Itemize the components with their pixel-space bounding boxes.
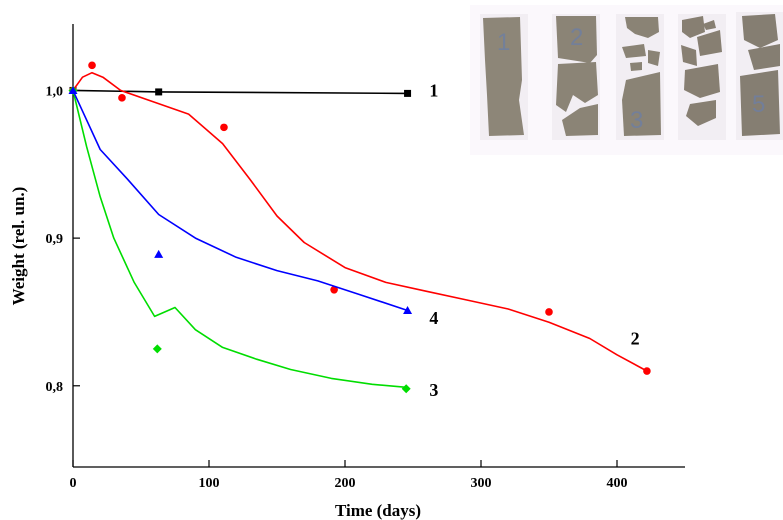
series-4-line (72, 90, 408, 312)
y-tick-label-0: 0,8 (46, 380, 64, 395)
series-2-point-3 (220, 123, 228, 132)
y-tick-label-1: 0,9 (46, 232, 64, 247)
series-2-point-2 (118, 94, 126, 102)
series-label-2: 2 (631, 329, 640, 349)
series-3-point-1 (152, 344, 162, 354)
series-label-4: 4 (429, 308, 438, 328)
x-tick-label-300: 300 (471, 476, 492, 491)
photo-strip-2-number: 2 (570, 24, 583, 51)
x-tick-label-0: 0 (70, 476, 77, 491)
photo-strip-5: 5 (736, 12, 783, 140)
photo-strip-3: 3 (616, 14, 664, 140)
series-4-point-1 (154, 249, 164, 258)
x-tick-label-200: 200 (335, 476, 356, 491)
x-tick-label-400: 400 (607, 476, 628, 491)
inset-photo: 1 2 3 (470, 5, 783, 155)
photo-strip-3-number: 3 (630, 107, 643, 134)
series-3 (68, 85, 411, 394)
series-3-point-2 (401, 384, 411, 394)
series-1-point-2 (404, 89, 412, 97)
x-axis-ticks: 0 100 200 300 400 (70, 460, 628, 491)
x-axis-title: Time (days) (335, 501, 421, 520)
photo-strip-1: 1 (480, 14, 528, 140)
series-4-point-2 (403, 305, 413, 314)
series-layer (68, 61, 651, 394)
photo-strip-2: 2 (552, 14, 600, 140)
series-2-point-1 (88, 61, 96, 70)
series-2-point-6 (643, 367, 651, 375)
y-axis-title: Weight (rel. un.) (9, 187, 28, 306)
photo-strip-1-number: 1 (497, 29, 510, 56)
photo-strip-4 (678, 14, 726, 140)
series-4-point-0 (68, 85, 78, 94)
x-tick-label-100: 100 (199, 476, 220, 491)
series-labels: 1 2 3 4 (429, 80, 639, 400)
y-axis-ticks: 0,8 0,9 1,0 (46, 84, 80, 395)
series-label-3: 3 (429, 380, 438, 400)
photo-strip-5-number: 5 (752, 91, 765, 118)
series-4 (68, 85, 413, 314)
series-2-point-4 (330, 286, 338, 294)
axes: 0 100 200 300 400 0,8 0,9 1,0 (46, 24, 685, 491)
y-tick-label-2: 1,0 (46, 84, 64, 99)
series-3-line (72, 90, 407, 389)
series-label-1: 1 (429, 80, 438, 100)
series-2-line (72, 71, 648, 372)
series-2-point-5 (545, 308, 553, 316)
series-1-point-1 (155, 88, 163, 96)
